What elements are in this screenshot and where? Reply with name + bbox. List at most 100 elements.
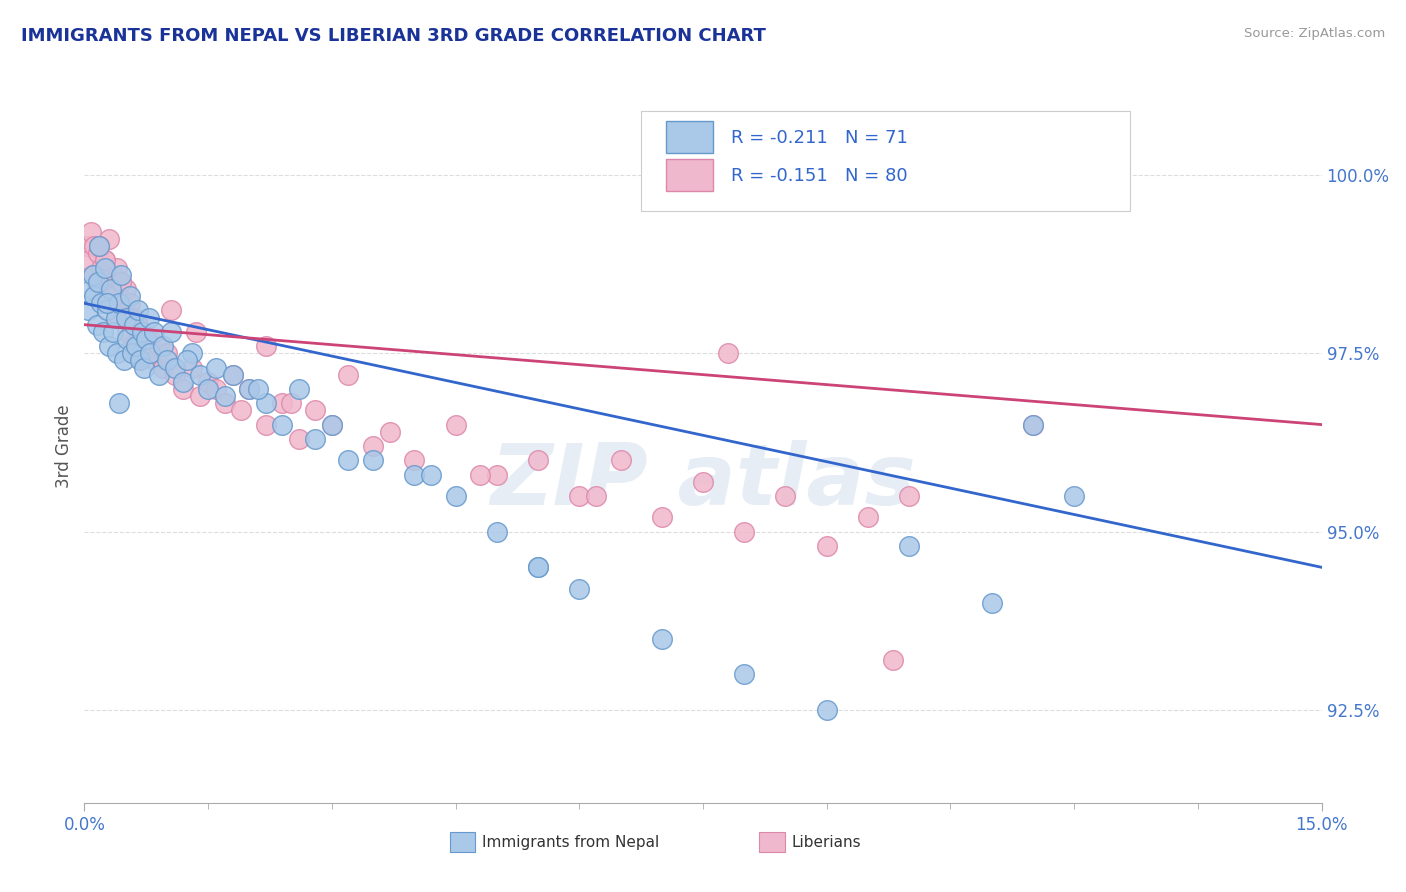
Point bbox=[131, 332, 153, 346]
Point bbox=[717, 346, 740, 360]
Point bbox=[127, 303, 149, 318]
Text: R = -0.211   N = 71: R = -0.211 N = 71 bbox=[731, 128, 908, 146]
Point bbox=[112, 303, 135, 318]
Point bbox=[280, 396, 302, 410]
Point bbox=[108, 296, 131, 310]
Point bbox=[110, 268, 132, 282]
Point bbox=[135, 332, 157, 346]
Point bbox=[135, 346, 157, 360]
Point bbox=[122, 310, 145, 325]
Point bbox=[229, 403, 252, 417]
Point bbox=[90, 260, 112, 275]
Point bbox=[222, 368, 245, 382]
Point bbox=[527, 453, 550, 467]
Point bbox=[527, 560, 550, 574]
Point bbox=[90, 296, 112, 310]
Point bbox=[160, 325, 183, 339]
Point bbox=[94, 260, 117, 275]
Point bbox=[86, 275, 108, 289]
Point bbox=[87, 275, 110, 289]
Point bbox=[122, 318, 145, 332]
Point bbox=[404, 467, 426, 482]
Bar bbox=[666, 159, 713, 191]
Point bbox=[609, 453, 631, 467]
Point bbox=[304, 403, 326, 417]
Text: R = -0.151   N = 80: R = -0.151 N = 80 bbox=[731, 167, 908, 185]
Point bbox=[114, 310, 136, 325]
Point bbox=[271, 396, 294, 410]
Point bbox=[172, 375, 194, 389]
Point bbox=[89, 239, 111, 253]
Point bbox=[105, 346, 128, 360]
Point bbox=[110, 275, 132, 289]
Point bbox=[112, 353, 135, 368]
Point bbox=[94, 253, 117, 268]
Point bbox=[114, 282, 136, 296]
Point bbox=[94, 253, 117, 268]
Point bbox=[98, 339, 121, 353]
Point bbox=[321, 417, 343, 432]
Point bbox=[87, 246, 110, 260]
Point bbox=[980, 596, 1002, 610]
Point bbox=[337, 453, 360, 467]
Point bbox=[100, 275, 122, 289]
Text: Immigrants from Nepal: Immigrants from Nepal bbox=[482, 835, 659, 849]
Point bbox=[103, 325, 125, 339]
Point bbox=[733, 524, 755, 539]
Point bbox=[238, 382, 260, 396]
Point bbox=[1022, 417, 1045, 432]
Point bbox=[321, 417, 343, 432]
Point bbox=[470, 467, 492, 482]
Point bbox=[118, 310, 141, 325]
Point bbox=[882, 653, 904, 667]
Point bbox=[288, 382, 311, 396]
Point bbox=[124, 346, 146, 360]
Point bbox=[361, 453, 384, 467]
Point bbox=[214, 396, 236, 410]
Point bbox=[815, 539, 838, 553]
FancyBboxPatch shape bbox=[641, 111, 1130, 211]
Text: IMMIGRANTS FROM NEPAL VS LIBERIAN 3RD GRADE CORRELATION CHART: IMMIGRANTS FROM NEPAL VS LIBERIAN 3RD GR… bbox=[21, 27, 766, 45]
Point bbox=[172, 382, 194, 396]
Point bbox=[129, 353, 152, 368]
Point bbox=[79, 253, 101, 268]
Point bbox=[132, 360, 155, 375]
Point bbox=[80, 225, 103, 239]
Point bbox=[444, 417, 467, 432]
Point bbox=[815, 703, 838, 717]
Point bbox=[205, 382, 228, 396]
Point bbox=[733, 667, 755, 681]
Point bbox=[419, 467, 441, 482]
Point bbox=[129, 353, 152, 368]
Point bbox=[238, 382, 260, 396]
Point bbox=[205, 360, 228, 375]
Point bbox=[692, 475, 714, 489]
Point bbox=[118, 289, 141, 303]
Point bbox=[121, 339, 143, 353]
Point bbox=[898, 489, 921, 503]
Point bbox=[214, 389, 236, 403]
Point bbox=[105, 260, 128, 275]
Point bbox=[108, 396, 131, 410]
Point bbox=[104, 310, 127, 325]
Point bbox=[152, 339, 174, 353]
Point bbox=[775, 489, 797, 503]
Point bbox=[103, 289, 125, 303]
Point bbox=[148, 339, 170, 353]
Point bbox=[188, 368, 211, 382]
Bar bbox=[666, 121, 713, 153]
Point bbox=[104, 296, 127, 310]
Point bbox=[143, 353, 166, 368]
Text: Source: ZipAtlas.com: Source: ZipAtlas.com bbox=[1244, 27, 1385, 40]
Point bbox=[527, 560, 550, 574]
Point bbox=[651, 632, 673, 646]
Point bbox=[83, 239, 105, 253]
Point bbox=[1022, 417, 1045, 432]
Point bbox=[139, 332, 162, 346]
Point bbox=[91, 325, 114, 339]
Point bbox=[100, 282, 122, 296]
Point bbox=[1063, 489, 1085, 503]
Point bbox=[77, 303, 100, 318]
Point bbox=[337, 368, 360, 382]
Point bbox=[651, 510, 673, 524]
